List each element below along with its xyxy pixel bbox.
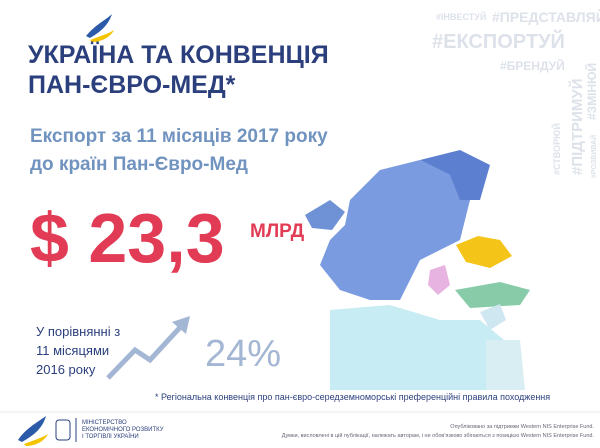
growth: 24% [205,333,281,375]
ministry: ЕКОНОМІЧНОГО РОЗВИТКУ [82,427,164,433]
comparison-text: 11 місяцями [36,343,109,358]
growth-arrow-head [172,316,190,334]
footer-logo [18,416,77,446]
hashtag: #СТВОРЮЙ [551,123,562,175]
disclaimer: Опубліковано за підтримки Western NIS En… [450,424,594,430]
map [305,150,530,390]
hashtag: #БРЕНДУЙ [500,58,565,73]
ministry: МІНІСТЕРСТВО [82,420,127,426]
subtitle: Експорт за 11 місяців 2017 року [30,126,328,147]
growth-arrow [106,320,187,380]
hashtag: #РОЗВИВАЙ [589,135,598,178]
hashtag: #ЕКСПОРТУЙ [432,29,565,53]
comparison-text: У порівнянні з [36,324,120,339]
footnote: * Регіональна конвенція про пан-євро-сер… [155,392,550,402]
ministry: І ТОРГІВЛІ УКРАЇНИ [82,433,139,440]
title: УКРАЇНА ТА КОНВЕНЦІЯ [28,41,329,69]
hashtag: #ЗМІНЮЙ [584,63,599,120]
subtitle: до країн Пан-Євро-Мед [30,154,248,175]
amount-unit: МЛРД [250,221,305,242]
title: ПАН-ЄВРО-МЕД* [28,71,236,99]
comparison-text: 2016 року [36,362,96,377]
hashtag: #ІНВЕСТУЙ [436,11,486,22]
hashtag: #ПІДТРИМУЙ [568,78,586,175]
logo [86,14,114,42]
hashtag: #ПРЕДСТАВЛЯЙ [492,8,600,25]
amount: $ 23,3 [30,199,225,277]
disclaimer: Думки, висловлені в цій публікації, нале… [282,432,595,439]
